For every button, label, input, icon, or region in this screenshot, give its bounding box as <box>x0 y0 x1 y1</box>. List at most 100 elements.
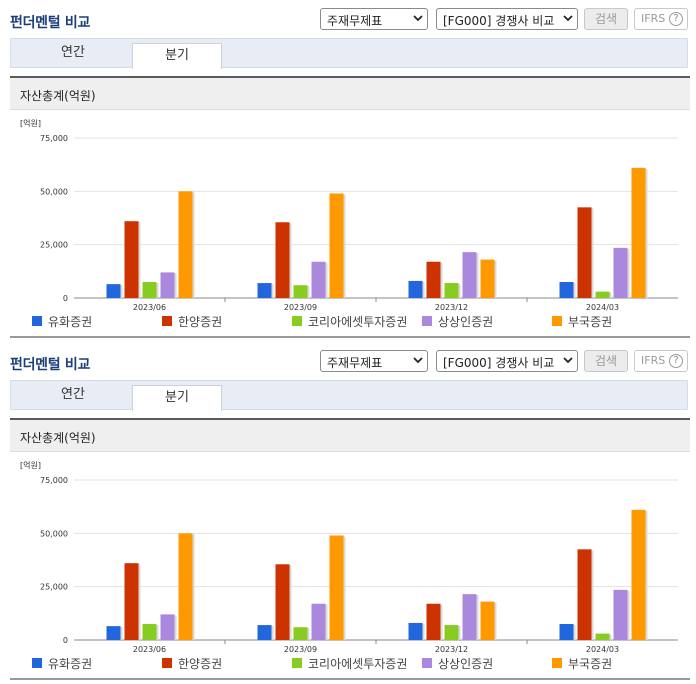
bar[interactable] <box>275 222 290 298</box>
legend-swatch <box>422 316 432 326</box>
bar[interactable] <box>426 261 441 298</box>
x-tick-label: 2023/09 <box>284 303 317 312</box>
bar[interactable] <box>595 633 610 640</box>
bar[interactable] <box>160 614 175 640</box>
x-tick-label: 2023/06 <box>133 303 166 312</box>
bar[interactable] <box>293 627 308 640</box>
ifrs-label: IFRS <box>641 354 666 367</box>
chart-header: 자산총계(억원) <box>10 420 690 452</box>
bar[interactable] <box>559 282 574 298</box>
help-icon[interactable]: ? <box>669 12 683 26</box>
x-tick-label: 2023/12 <box>435 303 468 312</box>
ifrs-label: IFRS <box>641 12 666 25</box>
legend-item[interactable]: 부국증권 <box>568 315 612 329</box>
bar[interactable] <box>480 601 495 640</box>
panel-header: 펀더멘털 비교 주재무제표 [FG000] 경쟁사 비교 검색 IFRS ? <box>0 342 696 380</box>
bar[interactable] <box>408 280 423 298</box>
legend-item[interactable]: 유화증권 <box>48 315 92 329</box>
bar[interactable] <box>631 167 646 298</box>
y-unit-label: [억원] <box>20 460 41 470</box>
legend-item[interactable]: 한양증권 <box>178 315 222 329</box>
legend-swatch <box>32 658 42 668</box>
statement-select[interactable]: 주재무제표 <box>320 8 428 30</box>
bar[interactable] <box>462 252 477 298</box>
y-tick-label: 0 <box>63 294 68 303</box>
legend-item[interactable]: 부국증권 <box>568 657 612 671</box>
search-button[interactable]: 검색 <box>584 350 628 372</box>
statement-select-value: 주재무제표 <box>327 356 383 370</box>
bar[interactable] <box>124 221 139 298</box>
tab-annual[interactable]: 연간 <box>61 45 85 60</box>
y-tick-label: 25,000 <box>40 583 68 592</box>
bar[interactable] <box>462 594 477 640</box>
panel-title: 펀더멘털 비교 <box>10 15 91 31</box>
bar[interactable] <box>142 624 157 640</box>
help-icon[interactable]: ? <box>669 354 683 368</box>
bar[interactable] <box>444 625 459 640</box>
chart-title: 자산총계(억원) <box>20 431 96 445</box>
bar[interactable] <box>178 191 193 298</box>
chart-title: 자산총계(억원) <box>20 89 96 103</box>
bar[interactable] <box>631 509 646 640</box>
panel-header: 펀더멘털 비교 주재무제표 [FG000] 경쟁사 비교 검색 IFRS ? <box>0 0 696 38</box>
bar[interactable] <box>124 563 139 640</box>
tab-annual[interactable]: 연간 <box>61 387 85 402</box>
x-tick-label: 2023/12 <box>435 645 468 654</box>
bar[interactable] <box>257 625 272 640</box>
bar[interactable] <box>311 603 326 640</box>
bar[interactable] <box>257 283 272 298</box>
bar[interactable] <box>106 284 121 298</box>
legend-item[interactable]: 상상인증권 <box>438 657 493 671</box>
bar[interactable] <box>480 259 495 298</box>
ifrs-button[interactable]: IFRS ? <box>634 350 688 372</box>
bar[interactable] <box>613 247 628 298</box>
bar[interactable] <box>178 533 193 640</box>
bar[interactable] <box>106 626 121 640</box>
bar[interactable] <box>275 564 290 640</box>
bar[interactable] <box>426 603 441 640</box>
peer-select-value: [FG000] 경쟁사 비교 <box>443 14 555 28</box>
legend-swatch <box>162 658 172 668</box>
period-tabs: 연간 분기 <box>10 38 688 69</box>
legend-item[interactable]: 한양증권 <box>178 657 222 671</box>
tab-quarter[interactable]: 분기 <box>132 43 222 69</box>
chevron-down-icon <box>563 357 573 364</box>
tab-quarter[interactable]: 분기 <box>132 385 222 411</box>
bar[interactable] <box>613 589 628 640</box>
legend-item[interactable]: 코리아에셋투자증권 <box>308 657 407 671</box>
ifrs-button[interactable]: IFRS ? <box>634 8 688 30</box>
bar[interactable] <box>329 193 344 298</box>
statement-select[interactable]: 주재무제표 <box>320 350 428 372</box>
chevron-down-icon <box>563 15 573 22</box>
bar[interactable] <box>577 549 592 640</box>
x-tick-label: 2023/09 <box>284 645 317 654</box>
bar[interactable] <box>329 535 344 640</box>
bar[interactable] <box>311 261 326 298</box>
peer-select-value: [FG000] 경쟁사 비교 <box>443 356 555 370</box>
bar[interactable] <box>160 272 175 298</box>
bar[interactable] <box>595 291 610 298</box>
chart-container: 자산총계(억원) [억원] 0 25,000 50,000 75,000 2023/06 2… <box>10 418 690 680</box>
bar[interactable] <box>142 282 157 298</box>
peer-select[interactable]: [FG000] 경쟁사 비교 <box>436 8 578 30</box>
legend-item[interactable]: 유화증권 <box>48 657 92 671</box>
bar[interactable] <box>444 283 459 298</box>
legend-swatch <box>552 316 562 326</box>
legend-swatch <box>552 658 562 668</box>
peer-select[interactable]: [FG000] 경쟁사 비교 <box>436 350 578 372</box>
bar[interactable] <box>559 624 574 640</box>
bar[interactable] <box>293 285 308 298</box>
bar[interactable] <box>577 207 592 298</box>
chart-header: 자산총계(억원) <box>10 78 690 110</box>
search-button[interactable]: 검색 <box>584 8 628 30</box>
bar[interactable] <box>408 622 423 640</box>
y-tick-label: 50,000 <box>40 187 68 196</box>
panel-title: 펀더멘털 비교 <box>10 357 91 373</box>
y-tick-label: 50,000 <box>40 529 68 538</box>
total-assets-chart: [억원] 0 25,000 50,000 75,000 2023/06 2023/09 202… <box>20 460 678 671</box>
chevron-down-icon <box>413 357 423 364</box>
legend-item[interactable]: 코리아에셋투자증권 <box>308 315 407 329</box>
legend-swatch <box>422 658 432 668</box>
legend-item[interactable]: 상상인증권 <box>438 315 493 329</box>
y-unit-label: [억원] <box>20 118 41 128</box>
